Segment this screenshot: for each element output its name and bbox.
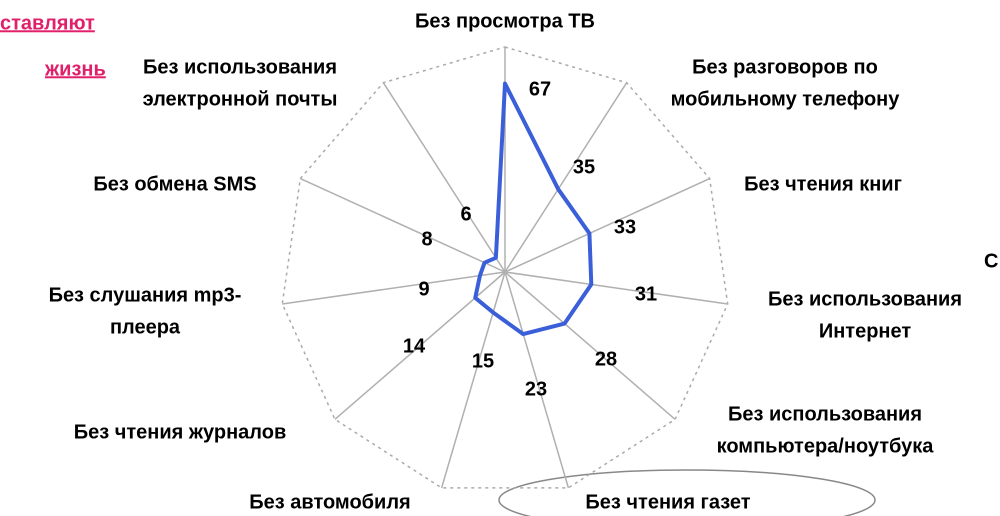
data-label: 15 <box>472 350 494 372</box>
axis-label: Без чтения журналов <box>74 421 287 443</box>
spoke <box>382 82 506 273</box>
cropped-title: жизнь <box>44 58 106 80</box>
data-line <box>473 81 594 337</box>
data-label: 8 <box>421 228 432 250</box>
axis-label: Без разговоров по <box>692 56 878 78</box>
axis-label: электронной почты <box>143 88 338 110</box>
axis-label: Интернет <box>819 320 912 342</box>
data-label: 6 <box>460 203 471 225</box>
spoke <box>504 177 710 273</box>
data-label: 9 <box>418 278 429 300</box>
spoke <box>504 271 728 305</box>
data-label: 14 <box>403 335 426 357</box>
axis-label: Без чтения книг <box>744 173 902 195</box>
data-label: 33 <box>614 216 636 238</box>
data-label: 23 <box>525 378 547 400</box>
spoke <box>300 177 506 273</box>
spoke <box>504 82 628 273</box>
axis-label: Без автомобиля <box>249 491 410 513</box>
highlight-ellipse <box>498 469 876 516</box>
axis-label: Без обмена SMS <box>93 173 256 195</box>
cropped-text: С <box>984 250 998 272</box>
data-label: 28 <box>595 348 617 370</box>
axis-label: Без просмотра ТВ <box>415 10 595 32</box>
axis-label: плеера <box>110 316 181 338</box>
axis-label: Без чтения газет <box>585 491 750 513</box>
axis-label: Без слушания mp3- <box>49 284 242 306</box>
axis-label: мобильному телефону <box>671 88 901 110</box>
spoke <box>504 271 570 489</box>
axis-label: Без использования <box>768 288 962 310</box>
spoke <box>504 271 676 420</box>
data-label: 67 <box>529 78 551 100</box>
spoke <box>440 271 506 489</box>
axis-label: Без использования <box>143 56 337 78</box>
data-label: 35 <box>573 156 595 178</box>
axis-label: Без использования <box>728 403 922 425</box>
spoke <box>282 271 506 305</box>
axis-label: компьютера/ноутбука <box>717 435 935 457</box>
cropped-title: ставляют <box>0 12 95 34</box>
data-label: 31 <box>635 283 657 305</box>
outer-ring <box>281 46 729 489</box>
